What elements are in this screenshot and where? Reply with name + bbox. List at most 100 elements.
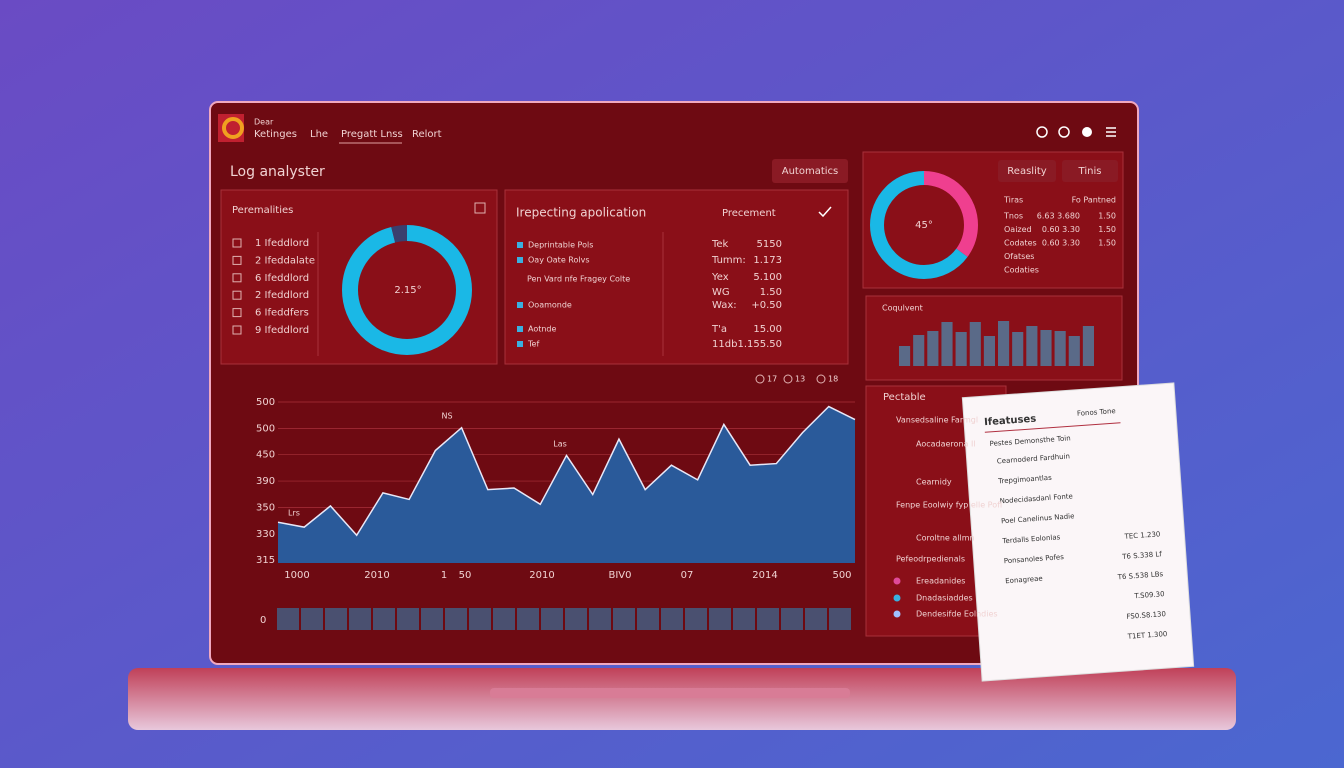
table-cell: Codates — [1004, 239, 1037, 248]
strip-cell — [709, 608, 731, 630]
y-axis-label: 390 — [256, 476, 275, 487]
search-icon[interactable] — [1036, 126, 1048, 138]
strip-cell — [733, 608, 755, 630]
kv-value: 1.155.50 — [737, 339, 782, 350]
table-cell: Oaized — [1004, 225, 1032, 234]
strip-cell — [301, 608, 323, 630]
list-bullet — [517, 341, 523, 347]
strip-cell — [277, 608, 299, 630]
kv-value: 1.173 — [753, 255, 782, 266]
y-axis-label: 450 — [256, 450, 275, 461]
kv-key: Yex — [711, 272, 729, 283]
annotation: Lrs — [288, 509, 300, 518]
strip-cell — [805, 608, 827, 630]
kv-value: +0.50 — [751, 300, 782, 311]
strip-cell — [541, 608, 563, 630]
strip-cell — [469, 608, 491, 630]
document-rule — [984, 422, 1121, 433]
user-icon[interactable] — [1082, 127, 1092, 137]
button-label[interactable]: Reaslity — [1007, 166, 1046, 177]
list-item: 2 Ifeddlord — [255, 290, 309, 301]
donut-label: 2.15° — [394, 285, 421, 296]
y-axis-label: 350 — [256, 502, 275, 513]
settings-icon[interactable] — [1058, 126, 1070, 138]
list-icon — [232, 290, 242, 300]
x-axis-label: 1 — [441, 570, 447, 581]
document-line: Trepgimoantlas — [997, 474, 1052, 486]
expand-icon[interactable] — [474, 202, 486, 214]
trackpad — [490, 688, 850, 698]
strip-cell — [325, 608, 347, 630]
list-icon — [232, 325, 242, 335]
list-item: 1 Ifeddlord — [255, 238, 309, 249]
document-corner: Fonos Tone — [1077, 407, 1116, 418]
list-item: Dendesifde Eolndies — [916, 610, 998, 619]
button[interactable] — [772, 159, 848, 183]
table-cell: 1.50 — [1098, 225, 1116, 234]
list-item: Aotnde — [528, 325, 557, 334]
chart-title: Coqulvent — [882, 304, 923, 313]
kv-key: 11db — [712, 339, 737, 350]
legend-label: 18 — [828, 375, 838, 384]
table-cell: 6.63 3.680 — [1037, 212, 1080, 221]
kv-key: Wax: — [712, 300, 737, 311]
list-icon — [232, 308, 242, 318]
x-axis-label: BIV0 — [608, 570, 631, 581]
document-number: FS0.S8.130 — [1126, 610, 1166, 621]
nav-tab[interactable]: Relort — [412, 129, 442, 140]
strip-cell — [757, 608, 779, 630]
annotation: Las — [553, 440, 567, 449]
nav-tab[interactable]: Lhe — [310, 129, 328, 140]
x-axis-label: 2014 — [752, 570, 777, 581]
button-label[interactable]: Tinis — [1078, 166, 1102, 177]
list-item: Ereadanides — [916, 577, 965, 586]
x-axis-label: 07 — [681, 570, 694, 581]
panel-title: Pectable — [883, 392, 926, 403]
list-item: Oay Oate Rolvs — [528, 256, 590, 265]
button-label[interactable]: Automatics — [782, 166, 839, 177]
strip-cell — [565, 608, 587, 630]
nav-tab[interactable]: Pregatt Lnss — [341, 129, 403, 140]
panel — [504, 189, 849, 365]
bar — [1026, 326, 1038, 366]
x-axis-label: 50 — [459, 570, 472, 581]
document-paper — [961, 382, 1195, 682]
kv-key: Tumm: — [711, 255, 746, 266]
list-item: Fenpe Eoolwiy fyp elle Pofl — [896, 501, 1002, 510]
bar — [983, 336, 995, 366]
list-bullet — [517, 257, 523, 263]
legend-label: 13 — [795, 375, 805, 384]
strip-cell — [349, 608, 371, 630]
page-title: Log analyster — [230, 164, 325, 180]
strip-cell — [685, 608, 707, 630]
brand: Ketinges — [254, 129, 297, 140]
button[interactable] — [1062, 160, 1118, 182]
table-cell: Tnos — [1003, 212, 1023, 221]
x-axis-label: 2010 — [364, 570, 389, 581]
strip-cell — [517, 608, 539, 630]
list-item: Pen Vard nfe Fragey Colte — [527, 275, 630, 284]
y-axis-label: 500 — [256, 397, 275, 408]
document-line: Eonagreae — [1005, 575, 1043, 586]
list-item: 2 Ifeddalate — [255, 255, 315, 266]
strip-label: 0 — [260, 615, 266, 626]
kv-key: Tek — [711, 239, 729, 250]
list-item: Cearnidy — [916, 478, 952, 487]
document-title: Ifeatuses — [984, 414, 1037, 429]
app-logo-ring — [222, 117, 244, 139]
menu-icon[interactable] — [1106, 127, 1116, 137]
kv-value: 5150 — [757, 239, 782, 250]
strip-cell — [397, 608, 419, 630]
button[interactable] — [998, 160, 1056, 182]
x-axis-label: 2010 — [529, 570, 554, 581]
bar — [927, 331, 939, 366]
legend-label: 17 — [767, 375, 777, 384]
legend-marker — [816, 374, 826, 384]
list-item: Aocadaerona Il — [916, 440, 976, 449]
check-icon[interactable] — [818, 206, 832, 218]
bar — [1068, 336, 1080, 366]
list-item: Deprintable Pols — [528, 241, 593, 250]
strip-cell — [781, 608, 803, 630]
document-number: T6 S.338 Lf — [1121, 550, 1163, 561]
